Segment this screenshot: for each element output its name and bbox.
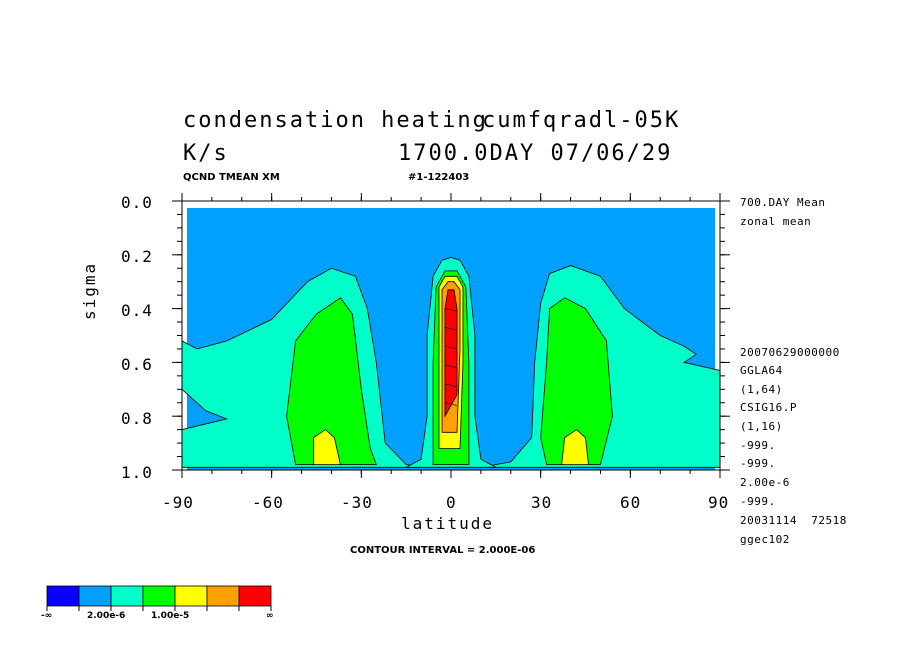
contour-line (444, 308, 458, 312)
contour-interval-label: CONTOUR INTERVAL = 2.000E-06 (350, 545, 536, 556)
meta-line: 20070629000000 (740, 346, 840, 359)
contour-line (444, 383, 458, 387)
meta-line: CSIG16.P (740, 401, 797, 414)
zonal-mean-label: zonal mean (740, 215, 812, 228)
experiment-name: cumfqradl-05K (482, 108, 681, 133)
x-tick-label: -60 (252, 493, 284, 512)
x-tick-label: -30 (341, 493, 373, 512)
colorbar-swatch (78, 585, 112, 607)
x-tick-label: 90 (708, 493, 730, 512)
x-tick-label: -90 (162, 493, 194, 512)
y-tick-label: 0.4 (121, 301, 153, 320)
contour-line (444, 402, 458, 406)
y-tick-label: 1.0 (121, 463, 153, 482)
y-tick-label: 0.0 (121, 193, 153, 212)
mean-label: 700.DAY Mean (740, 196, 826, 209)
colorbar-swatch (110, 585, 144, 607)
meta-line: 20031114 72518 (740, 514, 847, 527)
meta-line: GGLA64 (740, 364, 783, 377)
colorbar-label: -∞ (41, 611, 53, 621)
contour-line (444, 345, 458, 350)
x-tick-label: 60 (620, 493, 642, 512)
colorbar-swatch (46, 585, 80, 607)
chart-title: condensation heating (183, 108, 488, 133)
colorbar-swatch (238, 585, 272, 607)
contour-fill-north-2 (540, 297, 613, 466)
contour-fill-south-3 (313, 429, 341, 466)
y-tick-label: 0.8 (121, 409, 153, 428)
y-tick-label: 0.2 (121, 247, 153, 266)
x-tick-label: 0 (446, 493, 457, 512)
y-tick-label: 0.6 (121, 355, 153, 374)
x-axis-label: latitude (401, 514, 495, 533)
meta-line: (1,64) (740, 383, 783, 396)
run-id-label: #1-122403 (408, 172, 470, 183)
meta-line: -999. (740, 439, 776, 452)
variable-label: QCND TMEAN XM (183, 172, 280, 183)
time-label: 1700.0DAY 07/06/29 (398, 141, 673, 166)
x-tick-label: 30 (531, 493, 553, 512)
contour-line (444, 327, 458, 331)
colorbar-label: ∞ (266, 611, 274, 621)
meta-line: (1,16) (740, 420, 783, 433)
colorbar-swatch (142, 585, 176, 607)
contour-fill-south-2 (286, 297, 377, 466)
meta-line: ggec102 (740, 533, 790, 546)
meta-line: -999. (740, 495, 776, 508)
colorbar-swatch (206, 585, 240, 607)
units-label: K/s (183, 141, 229, 166)
contour-line (444, 364, 458, 369)
meta-line: 2.00e-6 (740, 476, 790, 489)
colorbar-label: 1.00e-5 (151, 611, 190, 621)
contour-fill-north-3 (561, 429, 589, 466)
colorbar-swatch (174, 585, 208, 607)
meta-line: -999. (740, 457, 776, 470)
colorbar-label: 2.00e-6 (87, 611, 126, 621)
